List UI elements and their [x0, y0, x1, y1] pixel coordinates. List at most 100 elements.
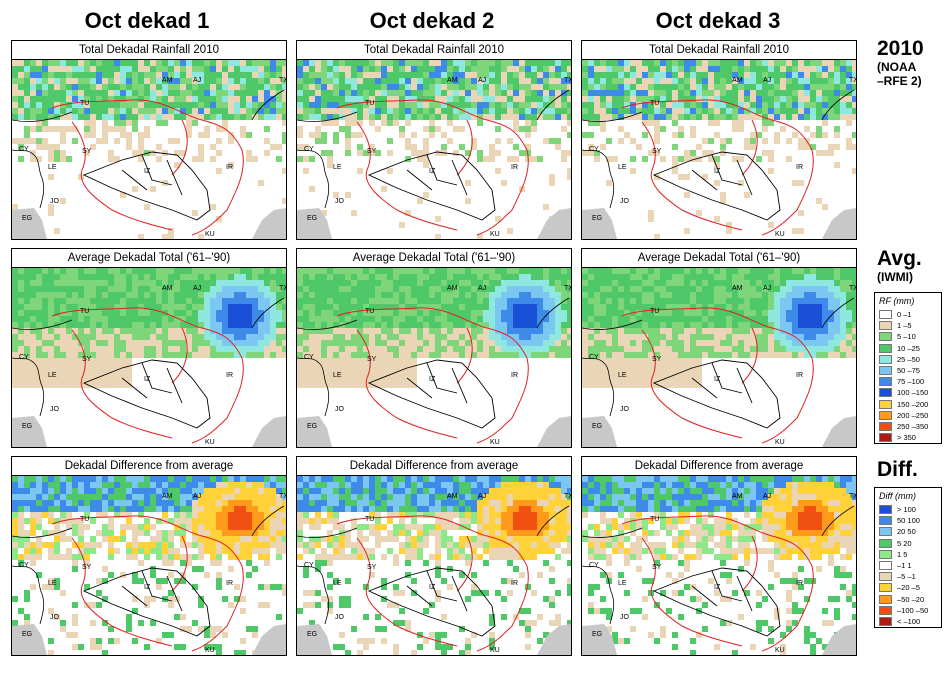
map-label: LE [618, 164, 627, 171]
legend-item: 25 –50 [875, 354, 941, 365]
legend-label: 50 –75 [897, 365, 920, 375]
map-label: TX [849, 285, 856, 292]
map-label: TX [849, 77, 856, 84]
column-header-3: Oct dekad 3 [655, 8, 781, 33]
map-label: AM [447, 285, 458, 292]
map-label: SY [82, 564, 92, 571]
map-label: EG [307, 631, 317, 638]
legend-label: –1 1 [897, 560, 912, 570]
legend-item: 5 –10 [875, 331, 941, 342]
panel-title: Total Dekadal Rainfall 2010 [582, 41, 856, 60]
map-label: TU [80, 308, 89, 315]
map-label: AJ [478, 285, 486, 292]
map-label: IR [796, 372, 803, 379]
legend-swatch [879, 616, 892, 626]
panel-title: Average Dekadal Total ('61–'90) [12, 249, 286, 268]
map-label: LE [48, 164, 57, 171]
legend-label: 0 –1 [897, 310, 912, 319]
legend-swatch [879, 516, 892, 526]
map-label: JO [50, 614, 60, 621]
egypt-land [582, 624, 617, 655]
legend-label: –20 –5 [897, 583, 920, 593]
legend-swatch [879, 560, 892, 570]
legend-label: 25 –50 [897, 354, 920, 364]
map-label: EG [22, 215, 32, 222]
rainfall-field [582, 60, 856, 239]
map-label: TU [80, 100, 89, 107]
legend-item: 200 –250 [875, 410, 941, 421]
map-label: CY [589, 354, 599, 361]
legend-swatch [879, 388, 892, 398]
legend-item: > 350 [875, 432, 941, 443]
map-panel: Total Dekadal Rainfall 2010 AM AJ TX TU CY SY L… [581, 40, 857, 240]
map-label: KU [205, 647, 215, 654]
legend-item: 250 –350 [875, 421, 941, 432]
map-label: CY [19, 146, 29, 153]
column-header-1: Oct dekad 1 [84, 8, 210, 33]
legend-swatch [879, 538, 892, 548]
legend-item: 50 100 [875, 515, 941, 526]
legend-swatch [879, 365, 892, 375]
legend-item: –5 –1 [875, 571, 941, 582]
iran-gulf-land [537, 208, 571, 239]
map-panel: Average Dekadal Total ('61–'90) AM AJ TX TU C… [11, 248, 287, 448]
row-header-source: (IWMI) [877, 270, 913, 284]
rainfall-field [297, 476, 571, 655]
map-panel: Total Dekadal Rainfall 2010 AM AJ TX TU CY SY L… [11, 40, 287, 240]
map-label: LE [48, 372, 57, 379]
row-header-2: Avg. (IWMI) [877, 248, 922, 285]
legend-label: –5 –1 [897, 572, 916, 582]
map-label: TX [279, 493, 286, 500]
map-label: AJ [193, 77, 201, 84]
map-label: EG [307, 423, 317, 430]
map-label: AM [447, 493, 458, 500]
map-label: SY [367, 148, 377, 155]
map-label: IZ [144, 168, 151, 175]
panel-title: Total Dekadal Rainfall 2010 [297, 41, 571, 60]
row-header-3: Diff. [877, 459, 918, 481]
row-header-source: –RFE 2) [877, 74, 922, 88]
legend-label: > 100 [897, 505, 916, 514]
map-svg: AMAJTXTUCYSYLEIRIZJOEGKUSA [12, 476, 286, 655]
map-label: JO [335, 198, 345, 205]
map-label: KU [490, 231, 500, 238]
map-label: LE [618, 372, 627, 379]
legend-label: 1 –5 [897, 321, 912, 331]
egypt-land [297, 416, 332, 447]
rainfall-field [297, 268, 571, 388]
map-label: TX [564, 285, 571, 292]
iran-gulf-land [537, 416, 571, 447]
map-label: IR [511, 580, 518, 587]
legend-item: 75 –100 [875, 376, 941, 387]
map-label: LE [618, 580, 627, 587]
map-label: SY [652, 356, 662, 363]
map-label: AM [162, 493, 173, 500]
iran-gulf-land [252, 208, 286, 239]
map-label: KU [205, 231, 215, 238]
row-header-title: Diff. [877, 458, 918, 481]
rainfall-field [12, 476, 286, 655]
map-svg: AMAJTXTUCYSYLEIRIZJOEGKUSA [582, 476, 856, 655]
legend-swatch [879, 433, 892, 443]
legend-swatch [879, 605, 892, 615]
map-label: TU [365, 100, 374, 107]
map-label: KU [775, 231, 785, 238]
map-label: JO [335, 614, 345, 621]
map-label: EG [592, 631, 602, 638]
map-label: AM [447, 77, 458, 84]
map-svg: AMAJTXTUCYSYLEIRIZJOEGKUSA [297, 476, 571, 655]
row-header-1: 2010 (NOAA –RFE 2) [877, 38, 924, 89]
map-panel: Dekadal Difference from average AM AJ TX TU C… [296, 456, 572, 656]
map-label: SY [367, 356, 377, 363]
map-label: IZ [144, 376, 151, 383]
map-panel: Dekadal Difference from average AM AJ TX TU C… [11, 456, 287, 656]
map-label: IZ [429, 168, 436, 175]
map-label: AM [162, 77, 173, 84]
map-label: EG [592, 423, 602, 430]
egypt-land [12, 208, 47, 239]
map-label: IR [226, 580, 233, 587]
map-label: EG [592, 215, 602, 222]
map-label: TX [279, 285, 286, 292]
map-label: KU [490, 439, 500, 446]
map-label: CY [589, 146, 599, 153]
